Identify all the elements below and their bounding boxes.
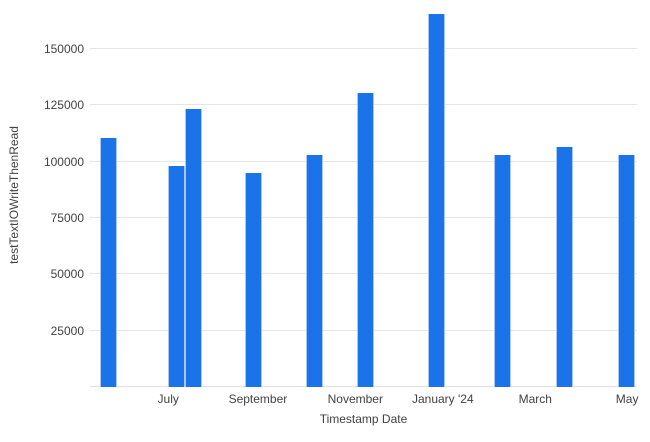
bar[interactable] [305,155,323,387]
bar[interactable] [99,138,117,387]
bar[interactable] [245,173,263,387]
y-axis-tick-label: 50000 [50,267,84,282]
bar[interactable] [185,109,203,387]
y-axis-tick-label: 125000 [43,98,84,113]
x-axis-tick-label: September [228,392,288,406]
y-axis-tick-label: 100000 [43,154,84,169]
bar[interactable] [356,93,374,387]
y-axis-tick-label: 25000 [50,323,84,338]
x-axis-title: Timestamp Date [319,412,408,426]
bar[interactable] [167,166,185,387]
y-axis-tick-label: 75000 [50,211,84,226]
bar[interactable] [556,147,574,387]
x-axis-tick-label: November [327,392,383,406]
x-axis-tick-label: July [157,392,179,406]
x-axis-tick-label: March [518,392,552,406]
plot-area [90,4,637,387]
x-axis-tick-label: May [615,392,639,406]
y-axis-tick-label: 150000 [43,42,84,57]
bar[interactable] [618,155,636,387]
bar[interactable] [494,155,512,387]
gridline [90,48,637,50]
bar[interactable] [428,14,446,387]
y-axis: 25000 50000 75000 100000 125000 150000 [0,4,84,387]
x-axis: July September November January '24 March May [90,392,639,408]
x-axis-tick-label: January '24 [411,392,474,406]
